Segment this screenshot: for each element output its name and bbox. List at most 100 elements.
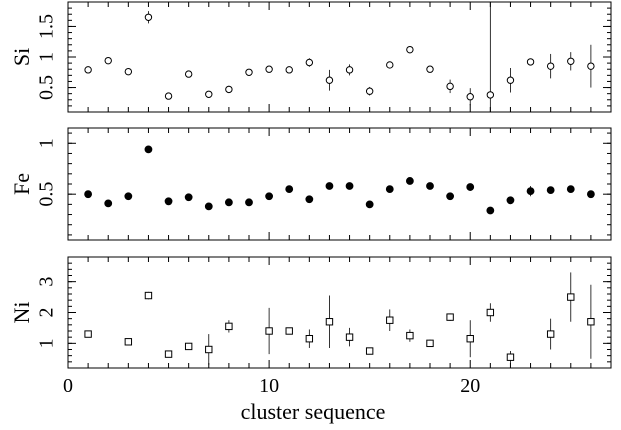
data-point <box>164 92 173 100</box>
y-tick-label: 0.5 <box>36 75 58 100</box>
data-point <box>345 182 354 190</box>
y-tick-label: 3 <box>36 277 58 287</box>
data-point <box>426 339 434 348</box>
data-point <box>205 345 213 354</box>
data-point <box>124 338 133 346</box>
data-point <box>345 333 354 341</box>
data-point <box>466 183 475 191</box>
data-point <box>184 70 193 78</box>
data-point <box>365 347 374 355</box>
data-point <box>265 65 273 73</box>
data-point <box>386 316 394 324</box>
data-point <box>265 327 273 335</box>
data-point <box>446 192 455 201</box>
data-point <box>124 192 133 201</box>
data-point <box>144 145 153 154</box>
data-point <box>506 196 515 205</box>
data-point <box>405 177 414 185</box>
data-point <box>245 68 253 76</box>
data-point <box>546 330 555 338</box>
data-point <box>144 291 153 300</box>
data-point <box>386 61 394 69</box>
data-point <box>546 62 555 70</box>
x-tick-label: 20 <box>460 375 480 397</box>
data-point <box>426 65 434 73</box>
data-point <box>224 198 233 207</box>
data-point <box>305 335 314 343</box>
data-points-si <box>84 2 595 112</box>
y-tick-label: 0.5 <box>36 182 58 207</box>
y-tick-label: 1 <box>36 138 58 148</box>
data-point <box>406 331 414 340</box>
data-point <box>466 335 474 343</box>
panel-fe: 0.5 1 Fe <box>9 127 612 241</box>
data-point <box>446 313 454 321</box>
data-point <box>486 308 495 317</box>
data-point <box>546 186 555 195</box>
data-point <box>325 182 334 190</box>
data-point <box>566 185 575 193</box>
data-point <box>84 330 92 338</box>
panel-ni: 1 2 3 Ni <box>9 256 612 369</box>
data-point <box>184 193 193 202</box>
y-axis-label-ni: Ni <box>9 302 34 324</box>
x-axis-label: cluster sequence <box>241 399 386 424</box>
data-point <box>506 76 515 84</box>
y-axis-label-si: Si <box>9 48 34 66</box>
data-point <box>205 90 213 98</box>
data-point <box>586 190 595 199</box>
data-point <box>325 76 334 84</box>
data-point <box>265 192 274 201</box>
data-point <box>466 93 474 101</box>
data-point <box>486 91 495 99</box>
data-point <box>285 327 293 335</box>
x-tick-label: 0 <box>63 375 73 397</box>
data-point <box>406 45 414 54</box>
data-point <box>365 200 374 209</box>
data-point <box>567 57 575 65</box>
data-point <box>225 85 233 94</box>
data-point <box>345 66 354 74</box>
data-point <box>426 182 434 190</box>
y-axis-label-fe: Fe <box>9 173 34 195</box>
data-point <box>305 195 314 204</box>
x-tick-label: 10 <box>259 375 279 397</box>
data-point <box>385 185 394 193</box>
data-point <box>305 58 314 67</box>
data-point <box>245 198 253 207</box>
data-point <box>587 62 595 70</box>
data-points-ni <box>84 272 595 365</box>
data-point <box>446 82 454 91</box>
data-point <box>526 58 535 66</box>
data-point <box>285 185 294 193</box>
data-points-fe <box>84 145 595 215</box>
data-point <box>104 56 112 65</box>
data-point <box>567 293 575 301</box>
data-point <box>164 197 173 206</box>
data-point <box>84 190 93 199</box>
data-point <box>164 350 173 358</box>
data-point <box>84 66 92 74</box>
data-point <box>184 342 193 351</box>
panel-si: 0.5 1 1.5Si <box>9 1 612 113</box>
data-point <box>204 202 213 211</box>
data-point <box>365 87 374 95</box>
data-point <box>587 318 595 326</box>
data-point <box>506 353 515 361</box>
data-point <box>285 66 293 74</box>
data-point <box>325 318 334 326</box>
data-point <box>526 187 535 196</box>
y-tick-label: 1.5 <box>36 14 58 39</box>
y-tick-label: 1 <box>36 52 58 62</box>
data-point <box>104 199 113 208</box>
y-tick-label: 1 <box>36 338 58 348</box>
data-point <box>124 67 133 76</box>
data-point <box>225 322 233 331</box>
data-point <box>144 13 153 21</box>
data-point <box>486 206 495 215</box>
y-tick-label: 2 <box>36 308 58 318</box>
